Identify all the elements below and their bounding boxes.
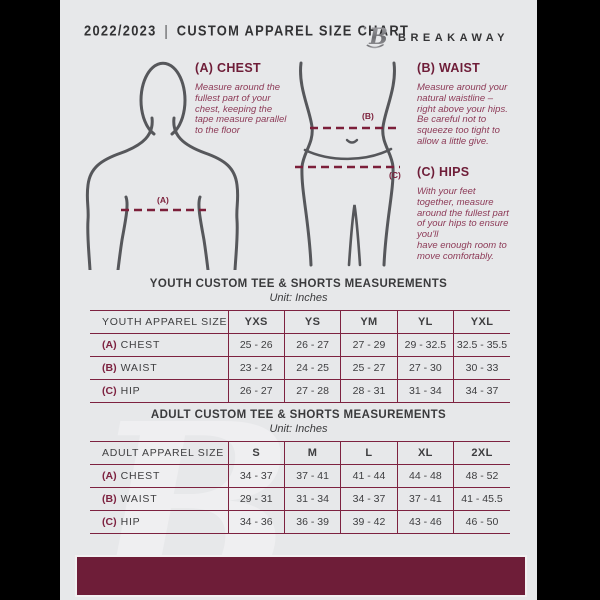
- marker-b-label: (B): [362, 111, 374, 121]
- youth-unit-label: Unit: Inches: [269, 292, 328, 304]
- measurement-cell: 37 - 41: [283, 464, 341, 488]
- size-column-header: YM: [340, 310, 398, 334]
- measurement-cell: 24 - 25: [283, 356, 341, 380]
- row-label: (A) CHEST: [90, 333, 228, 357]
- measurement-cell: 31 - 34: [396, 379, 454, 403]
- size-column-header: 2XL: [453, 441, 510, 465]
- adult-waist-row: (B) WAIST 29 - 31 31 - 34 34 - 37 37 - 41…: [90, 487, 510, 511]
- measurement-cell: 39 - 42: [340, 510, 398, 534]
- breakaway-logo-icon: B: [363, 20, 389, 55]
- brand-lockup: B BREAKAWAY: [363, 20, 509, 55]
- measurement-cell: 36 - 39: [283, 510, 341, 534]
- measurement-cell: 34 - 37: [227, 464, 285, 488]
- size-column-header: M: [283, 441, 341, 465]
- youth-header-row: YOUTH APPAREL SIZE YXS YS YM YL YXL: [90, 310, 510, 334]
- adult-unit-label: Unit: Inches: [269, 423, 328, 435]
- row-label: (C) HIP: [90, 379, 228, 403]
- measurement-cell: 41 - 44: [340, 464, 398, 488]
- waist-guide-text: Measure around your natural waistline – …: [417, 82, 508, 147]
- measurement-cell: 27 - 29: [340, 333, 398, 357]
- size-column-header: S: [227, 441, 285, 465]
- size-column-header: YXL: [453, 310, 510, 334]
- chest-guide-heading: (A) CHEST: [195, 61, 261, 75]
- measurement-cell: 25 - 27: [340, 356, 398, 380]
- title-text: CUSTOM APPAREL SIZE CHART: [176, 22, 410, 40]
- measurement-cell: 41 - 45.5: [453, 487, 510, 511]
- measurement-cell: 26 - 27: [227, 379, 285, 403]
- measurement-cell: 43 - 46: [396, 510, 454, 534]
- measurement-cell: 26 - 27: [283, 333, 341, 357]
- measurement-cell: 28 - 31: [340, 379, 398, 403]
- youth-hip-row: (C) HIP 26 - 27 27 - 28 28 - 31 31 - 34 3…: [90, 379, 510, 403]
- youth-chest-row: (A) CHEST 25 - 26 26 - 27 27 - 29 29 - 32…: [90, 333, 510, 357]
- youth-waist-row: (B) WAIST 23 - 24 24 - 25 25 - 27 27 - 30…: [90, 356, 510, 380]
- measurement-cell: 46 - 50: [453, 510, 510, 534]
- row-label: (C) HIP: [90, 510, 228, 534]
- size-column-header: YL: [396, 310, 454, 334]
- size-column-header: XL: [396, 441, 454, 465]
- measurement-cell: 44 - 48: [396, 464, 454, 488]
- chest-guide-text: Measure around the fullest part of your …: [195, 82, 287, 137]
- footer-bar: [75, 555, 527, 597]
- letterbox-left: [0, 0, 60, 600]
- measurement-cell: 32.5 - 35.5: [453, 333, 510, 357]
- waist-guide-heading: (B) WAIST: [417, 61, 481, 75]
- adult-header-row: ADULT APPAREL SIZE S M L XL 2XL: [90, 441, 510, 465]
- adult-size-label-header: ADULT APPAREL SIZE: [90, 441, 228, 465]
- measurement-cell: 34 - 37: [340, 487, 398, 511]
- measurement-cell: 37 - 41: [396, 487, 454, 511]
- measurement-cell: 30 - 33: [453, 356, 510, 380]
- adult-size-table: ADULT APPAREL SIZE S M L XL 2XL (A) CHEST…: [90, 441, 510, 534]
- measurement-cell: 27 - 28: [283, 379, 341, 403]
- hips-guide-text: With your feet together, measure around …: [417, 186, 509, 262]
- title-year: 2022/2023: [84, 22, 157, 40]
- measurement-cell: 31 - 34: [283, 487, 341, 511]
- letterbox-right: [537, 0, 600, 600]
- marker-a-label: (A): [157, 195, 169, 205]
- size-column-header: YXS: [227, 310, 285, 334]
- title-divider: |: [164, 22, 169, 40]
- youth-size-table: YOUTH APPAREL SIZE YXS YS YM YL YXL (A) C…: [90, 310, 510, 403]
- measurement-cell: 34 - 37: [453, 379, 510, 403]
- svg-text:B: B: [368, 24, 388, 50]
- page-title: 2022/2023 | CUSTOM APPAREL SIZE CHART: [84, 22, 409, 42]
- hips-guide-heading: (C) HIPS: [417, 165, 470, 179]
- measurement-cell: 29 - 31: [227, 487, 285, 511]
- measurement-cell: 23 - 24: [227, 356, 285, 380]
- adult-chest-row: (A) CHEST 34 - 37 37 - 41 41 - 44 44 - 48…: [90, 464, 510, 488]
- brand-name: BREAKAWAY: [398, 31, 509, 44]
- measurement-cell: 25 - 26: [227, 333, 285, 357]
- size-chart-page: B 2022/2023 | CUSTOM APPAREL SIZE CHART: [60, 0, 537, 600]
- lower-body-diagram: [295, 61, 400, 267]
- adult-hip-row: (C) HIP 34 - 36 36 - 39 39 - 42 43 - 46 4…: [90, 510, 510, 534]
- measurement-cell: 29 - 32.5: [396, 333, 454, 357]
- youth-size-label-header: YOUTH APPAREL SIZE: [90, 310, 228, 334]
- adult-section-title: ADULT CUSTOM TEE & SHORTS MEASUREMENTS: [150, 409, 447, 421]
- row-label: (B) WAIST: [90, 356, 228, 380]
- youth-section-title: YOUTH CUSTOM TEE & SHORTS MEASUREMENTS: [149, 278, 448, 290]
- measurement-cell: 34 - 36: [227, 510, 285, 534]
- row-label: (B) WAIST: [90, 487, 228, 511]
- size-column-header: L: [340, 441, 398, 465]
- measurement-cell: 48 - 52: [453, 464, 510, 488]
- torso-diagram: [85, 61, 240, 270]
- row-label: (A) CHEST: [90, 464, 228, 488]
- measurement-cell: 27 - 30: [396, 356, 454, 380]
- size-column-header: YS: [283, 310, 341, 334]
- marker-c-label: (C): [389, 170, 401, 180]
